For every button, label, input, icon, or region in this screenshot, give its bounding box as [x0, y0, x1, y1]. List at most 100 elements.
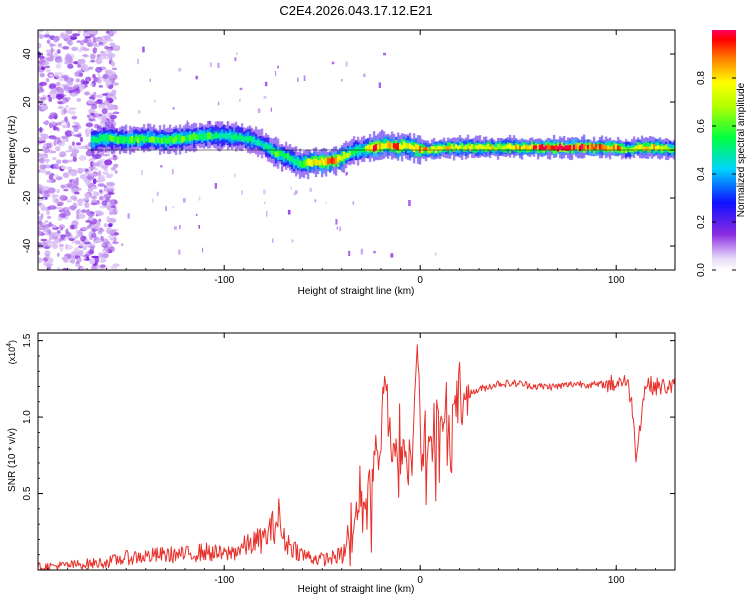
heatmap-noise-cell	[75, 263, 81, 267]
heatmap-noise-cell	[46, 39, 51, 44]
heatmap-noise-cell	[101, 75, 109, 79]
heatmap-noise-cell	[44, 250, 51, 257]
heatmap-noise-cell	[110, 166, 117, 171]
heatmap-cell	[270, 149, 274, 155]
heatmap-cell	[384, 143, 388, 149]
heatmap-noise-cell	[293, 192, 296, 196]
chart-title: C2E4.2026.043.17.12.E21	[279, 3, 432, 18]
heatmap-noise-cell	[78, 213, 86, 218]
heatmap-noise-cell	[47, 187, 56, 194]
spectrogram-x-label: Height of straight line (km)	[298, 286, 415, 297]
heatmap-noise-cell	[78, 243, 85, 247]
heatmap-noise-cell	[107, 105, 115, 111]
heatmap-cell	[568, 144, 572, 150]
heatmap-cell	[126, 137, 130, 144]
heatmap-noise-cell	[55, 146, 61, 152]
heatmap-noise-cell	[65, 55, 73, 62]
heatmap-noise-cell	[94, 260, 99, 264]
heatmap-cell	[404, 142, 408, 149]
y-tick-label: 20	[22, 96, 33, 108]
heatmap-noise-cell	[90, 202, 99, 206]
heatmap-noise-cell	[101, 164, 109, 170]
heatmap-cell	[334, 157, 338, 164]
heatmap-cell	[400, 139, 404, 152]
heatmap-noise-cell	[52, 197, 59, 204]
heatmap-cell	[214, 131, 218, 139]
heatmap-cell	[546, 144, 550, 150]
heatmap-noise-cell	[38, 210, 41, 216]
heatmap-noise-cell	[263, 201, 266, 205]
heatmap-noise-cell	[314, 199, 317, 203]
heatmap-noise-cell	[76, 98, 82, 102]
heatmap-noise-cell	[112, 155, 118, 161]
heatmap-cell	[520, 146, 524, 150]
heatmap-noise-cell	[109, 56, 113, 62]
heatmap-noise-cell	[54, 55, 62, 59]
heatmap-cell	[396, 143, 400, 150]
heatmap-noise-cell	[66, 96, 71, 101]
heatmap-cell	[638, 144, 642, 150]
heatmap-noise-cell	[101, 93, 109, 96]
heatmap-noise-cell	[195, 75, 198, 80]
spectrogram-y-label: Frequency (Hz)	[7, 116, 18, 185]
heatmap-noise-cell	[76, 257, 82, 263]
heatmap-cell	[536, 143, 540, 150]
heatmap-noise-cell	[107, 230, 115, 235]
heatmap-cell	[374, 144, 378, 150]
heatmap-noise-cell	[38, 183, 41, 189]
heatmap-cell	[664, 144, 668, 151]
heatmap-cell	[368, 145, 372, 151]
heatmap-noise-cell	[83, 193, 91, 197]
heatmap-noise-cell	[81, 226, 89, 231]
heatmap-noise-cell	[93, 43, 100, 48]
heatmap-noise-cell	[38, 189, 43, 194]
heatmap-cell	[338, 155, 342, 161]
heatmap-noise-cell	[76, 83, 82, 87]
heatmap-noise-cell	[97, 76, 102, 83]
heatmap-cell	[96, 137, 100, 144]
heatmap-noise-cell	[39, 73, 45, 78]
heatmap-cell	[108, 134, 112, 141]
heatmap-noise-cell	[57, 105, 64, 110]
heatmap-cell	[166, 137, 170, 144]
heatmap-noise-cell	[74, 191, 80, 195]
heatmap-cell	[200, 134, 204, 140]
heatmap-noise-cell	[60, 234, 65, 240]
heatmap-cell	[608, 141, 612, 151]
heatmap-noise-cell	[390, 253, 394, 258]
heatmap-cell	[602, 144, 606, 150]
heatmap-noise-cell	[71, 115, 78, 120]
heatmap-cell	[432, 146, 436, 151]
heatmap-cell	[430, 146, 434, 152]
heatmap-cell	[250, 137, 254, 144]
heatmap-cell	[428, 149, 432, 154]
heatmap-noise-cell	[40, 66, 46, 71]
colorbar-tick-label: 0.2	[696, 215, 707, 229]
heatmap-noise-cell	[72, 121, 77, 125]
heatmap-noise-cell	[46, 52, 54, 57]
heatmap-cell	[288, 155, 292, 162]
heatmap-cell	[186, 134, 190, 142]
heatmap-noise-cell	[62, 138, 66, 144]
heatmap-noise-cell	[86, 256, 90, 261]
heatmap-cell	[184, 135, 188, 142]
heatmap-cell	[98, 134, 102, 142]
heatmap-noise-cell	[82, 32, 89, 37]
heatmap-noise-cell	[92, 229, 96, 233]
heatmap-noise-cell	[86, 209, 91, 216]
heatmap-cell	[600, 144, 604, 151]
heatmap-noise-cell	[70, 152, 78, 158]
heatmap-noise-cell	[59, 213, 67, 218]
heatmap-noise-cell	[92, 74, 96, 79]
heatmap-cell	[226, 133, 230, 140]
heatmap-noise-cell	[90, 34, 95, 38]
heatmap-noise-cell	[239, 99, 241, 102]
heatmap-noise-cell	[99, 189, 103, 194]
heatmap-noise-cell	[48, 234, 54, 241]
heatmap-noise-cell	[303, 75, 306, 81]
heatmap-noise-cell	[87, 41, 95, 47]
heatmap-noise-cell	[77, 70, 83, 73]
heatmap-noise-cell	[263, 189, 266, 195]
heatmap-noise-cell	[97, 183, 106, 187]
heatmap-cell	[524, 144, 528, 150]
